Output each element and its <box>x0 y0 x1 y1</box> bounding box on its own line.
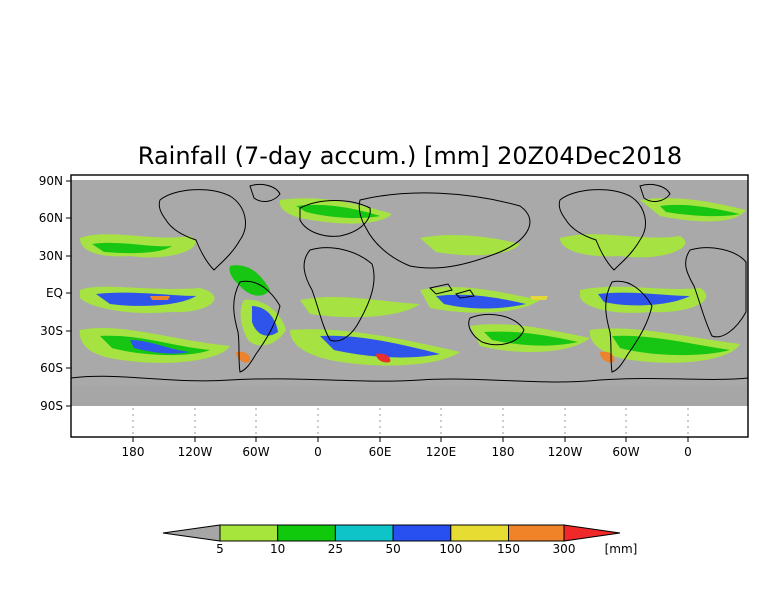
north-america-left <box>158 189 246 271</box>
greenland <box>249 183 281 202</box>
australia <box>468 313 525 346</box>
lon-ticks <box>132 437 689 442</box>
antarctica-band <box>71 386 748 406</box>
africa-right <box>685 247 747 338</box>
asia <box>358 192 531 269</box>
south-america-right <box>605 280 653 373</box>
colorbar-swatch <box>508 524 565 542</box>
colorbar-label: 25 <box>328 542 343 556</box>
colorbar-swatch <box>334 524 394 542</box>
lat-label: 30N <box>39 249 63 263</box>
maritime-continent <box>429 283 475 299</box>
colorbar-swatch <box>219 524 279 542</box>
lat-ticks <box>66 180 71 407</box>
lon-labels: 180 120W 60W 0 60E 120E 180 120W 60W 0 <box>122 445 692 459</box>
plot-frame <box>70 174 749 438</box>
colorbar-arrow-below <box>162 524 221 542</box>
lon-label: 120W <box>178 445 213 459</box>
colorbar-label: 10 <box>270 542 285 556</box>
lon-label: 120E <box>426 445 457 459</box>
north-america-right <box>558 189 646 271</box>
colorbar-label: 5 <box>216 542 224 556</box>
lon-label: 60W <box>612 445 639 459</box>
colorbar-label: 100 <box>439 542 462 556</box>
lat-label: 60N <box>39 211 63 225</box>
lat-label: 30S <box>40 324 63 338</box>
lat-labels: 90N 60N 30N EQ 30S 60S 90S <box>39 174 63 413</box>
lat-label: 60S <box>40 361 63 375</box>
lon-label: 60E <box>369 445 392 459</box>
south-america-left <box>233 280 281 373</box>
lon-label: 0 <box>314 445 322 459</box>
lon-label: 180 <box>122 445 145 459</box>
lat-label: 90S <box>40 399 63 413</box>
colorbar-arrow-above <box>563 524 621 542</box>
greenland-right <box>639 183 671 202</box>
colorbar-swatch <box>450 524 509 542</box>
colorbar: 5 10 25 50 100 150 300 [mm] <box>162 524 638 556</box>
lon-label: 60W <box>242 445 269 459</box>
lon-label: 180 <box>492 445 515 459</box>
colorbar-unit: [mm] <box>605 542 638 556</box>
lon-label: 0 <box>684 445 692 459</box>
lon-label: 120W <box>548 445 583 459</box>
colorbar-label: 150 <box>497 542 520 556</box>
lat-label: 90N <box>39 174 63 188</box>
map-plot-area: 90N 60N 30N EQ 30S 60S 90S 180 120W 60W … <box>39 174 749 459</box>
continent-outlines <box>70 183 749 383</box>
colorbar-label: 300 <box>553 542 576 556</box>
map-title: Rainfall (7-day accum.) [mm] 20Z04Dec201… <box>138 142 682 170</box>
colorbar-swatch <box>392 524 452 542</box>
lat-label: EQ <box>46 286 63 300</box>
africa <box>303 247 375 342</box>
rain-patches <box>79 198 746 366</box>
antarctica-coast <box>70 375 749 383</box>
colorbar-swatch <box>277 524 336 542</box>
lower-gridlines <box>132 408 689 437</box>
colorbar-label: 50 <box>385 542 400 556</box>
europe <box>299 200 371 237</box>
